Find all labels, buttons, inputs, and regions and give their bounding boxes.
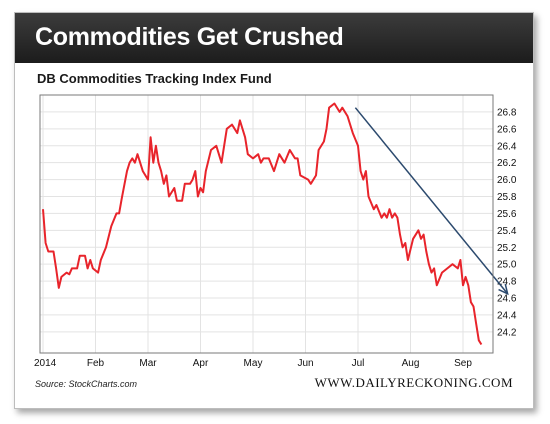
x-tick-label: Mar [139,358,157,369]
plot-border [39,94,494,354]
x-tick-label: May [244,358,263,369]
y-tick-label: 24.8 [497,277,517,288]
x-tick-label: Jul [352,358,365,369]
y-tick-label: 26.4 [497,141,517,152]
y-tick-label: 25.0 [497,260,517,271]
y-tick-label: 26.2 [497,158,517,169]
y-tick-label: 26.0 [497,175,517,186]
y-tick-label: 24.6 [497,294,517,305]
y-tick-label: 25.4 [497,226,517,237]
arrow-head [498,283,509,296]
y-tick-label: 25.8 [497,192,517,203]
x-tick-label: Feb [87,358,105,369]
x-tick-label: Jun [297,358,313,369]
x-tick-label: 2014 [34,358,57,369]
x-axis: 2014 Feb Mar Apr May Jun Jul Aug Sep [34,358,472,369]
series-line [42,102,483,346]
arrow-shaft [354,107,509,295]
y-tick-label: 25.2 [497,243,517,254]
x-tick-label: Aug [402,358,420,369]
y-tick-label: 25.6 [497,209,517,220]
y-tick-label: 26.8 [497,107,517,118]
source-note: Source: StockCharts.com [35,379,138,389]
header-title: Commodities Get Crushed [35,23,344,51]
plot-area [40,95,493,353]
chart-title: DB Commodities Tracking Index Fund [37,71,272,86]
y-tick-label: 26.6 [497,124,517,135]
brand-url: WWW.DAILYRECKONING.COM [314,375,513,390]
grid [40,95,493,353]
chart-card: Commodities Get Crushed DB Commodities T… [14,12,534,409]
y-axis: 24.2 24.4 24.6 24.8 25.0 25.2 25.4 25.6 25.8 26.0… [497,107,517,338]
y-tick-label: 24.2 [497,327,517,338]
x-tick-label: Sep [454,358,472,369]
line-chart: 24.2 24.4 24.6 24.8 25.0 25.2 25.4 25.6 25.8 26.0… [34,94,517,369]
x-tick-label: Apr [193,358,209,369]
header-bar: Commodities Get Crushed [15,13,533,63]
y-tick-label: 24.4 [497,310,517,321]
trend-arrow [354,107,509,296]
